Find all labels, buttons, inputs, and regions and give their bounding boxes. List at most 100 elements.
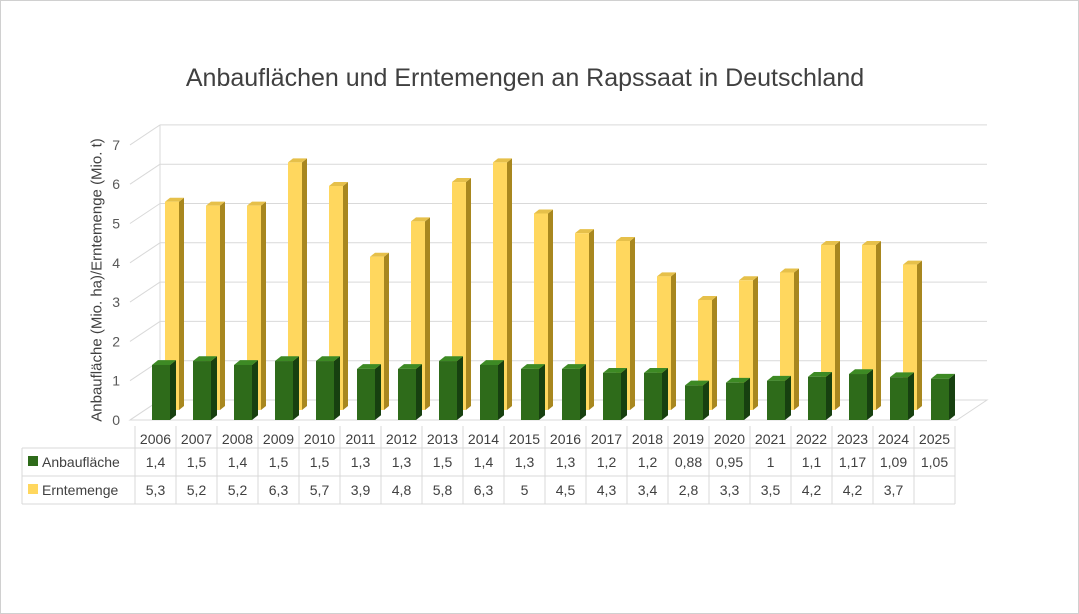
bar-side [261,201,266,410]
data-label: 4,8 [392,482,412,498]
x-tick-label: 2018 [632,431,663,447]
bar-front [452,182,466,410]
data-label: 1,3 [515,454,535,470]
bar-front [439,361,457,420]
bar-side [703,380,709,420]
data-label: 4,3 [597,482,617,498]
bar-anbauflaeche-2017 [603,368,627,420]
bar-front [398,368,416,420]
bar-erntemenge-2022 [821,240,840,410]
bar-side [498,360,504,420]
data-label: 0,88 [675,454,702,470]
bar-front [685,385,703,420]
bar-side [867,369,873,420]
bar-side [671,272,676,410]
y-tick-label: 6 [112,176,120,192]
bar-top [849,369,873,375]
x-tick-label: 2021 [755,431,786,447]
bar-front [329,185,343,410]
data-label: 3,3 [720,482,740,498]
x-tick-label: 2016 [550,431,581,447]
bar-anbauflaeche-2010 [316,356,340,420]
bar-top [739,276,758,281]
bar-top [439,356,463,362]
x-tick-label: 2022 [796,431,827,447]
bar-top [247,201,266,206]
data-label: 3,7 [884,482,904,498]
bar-side [744,377,750,420]
bar-top [903,260,922,265]
data-label: 0,95 [716,454,743,470]
bar-top [452,178,471,183]
x-tick-label: 2010 [304,431,335,447]
bar-anbauflaeche-2018 [644,368,668,420]
bar-top [534,209,553,214]
bar-top [329,181,348,186]
x-tick-label: 2025 [919,431,950,447]
x-tick-label: 2009 [263,431,294,447]
data-label: 1,1 [802,454,822,470]
bar-top [767,375,791,381]
bar-front [480,364,498,420]
bar-side [876,240,881,410]
data-label: 1,17 [839,454,866,470]
bar-anbauflaeche-2009 [275,356,299,420]
x-tick-label: 2012 [386,431,417,447]
bar-side [416,364,422,420]
chart-title: Anbauflächen und Erntemengen an Rapssaat… [185,64,865,92]
data-label: 1,4 [474,454,494,470]
bar-top [726,377,750,383]
bar-erntemenge-2023 [862,240,881,410]
y-tick-label: 5 [112,216,120,232]
bar-side [753,276,758,410]
x-tick-label: 2019 [673,431,704,447]
bar-top [821,240,840,245]
bar-front [316,361,334,420]
bar-front [821,244,835,410]
bar-side [539,364,545,420]
data-label: 1,05 [921,454,948,470]
bar-erntemenge-2006 [165,197,184,410]
bar-side [630,237,635,410]
legend-key-anbauflaeche [28,456,38,466]
x-tick-label: 2024 [878,431,909,447]
bar-top [234,360,258,365]
legend-label: Erntemenge [42,482,118,498]
data-label: 5,7 [310,482,330,498]
x-tick-label: 2017 [591,431,622,447]
bar-anbauflaeche-2015 [521,364,545,420]
bar-side [466,178,471,410]
bar-side [712,295,717,410]
data-label: 2,8 [679,482,699,498]
gridline-side [129,242,161,264]
gridline-side [129,203,161,224]
data-label: 4,2 [843,482,863,498]
bar-front [521,368,539,420]
bar-front [616,241,630,410]
bar-top [562,364,586,369]
data-label: 1,09 [880,454,907,470]
bar-anbauflaeche-2011 [357,364,381,420]
bar-front [808,376,826,420]
x-tick-label: 2014 [468,431,499,447]
bar-top [288,158,307,163]
data-label: 1,5 [187,454,207,470]
bar-side [507,158,512,410]
bar-front [890,377,908,420]
data-label: 1,4 [228,454,248,470]
bar-side [293,356,299,420]
y-tick-label: 7 [112,137,120,153]
bar-erntemenge-2009 [288,158,307,410]
data-label: 1,5 [269,454,289,470]
bar-top [193,356,217,362]
bar-top [357,364,381,369]
bar-anbauflaeche-2021 [767,375,791,420]
bar-top [206,201,225,206]
bar-top [890,372,914,378]
bar-front [849,374,867,420]
bar-top [808,371,832,377]
bar-front [644,372,662,420]
legend-label: Anbaufläche [42,454,120,470]
bar-side [835,240,840,410]
